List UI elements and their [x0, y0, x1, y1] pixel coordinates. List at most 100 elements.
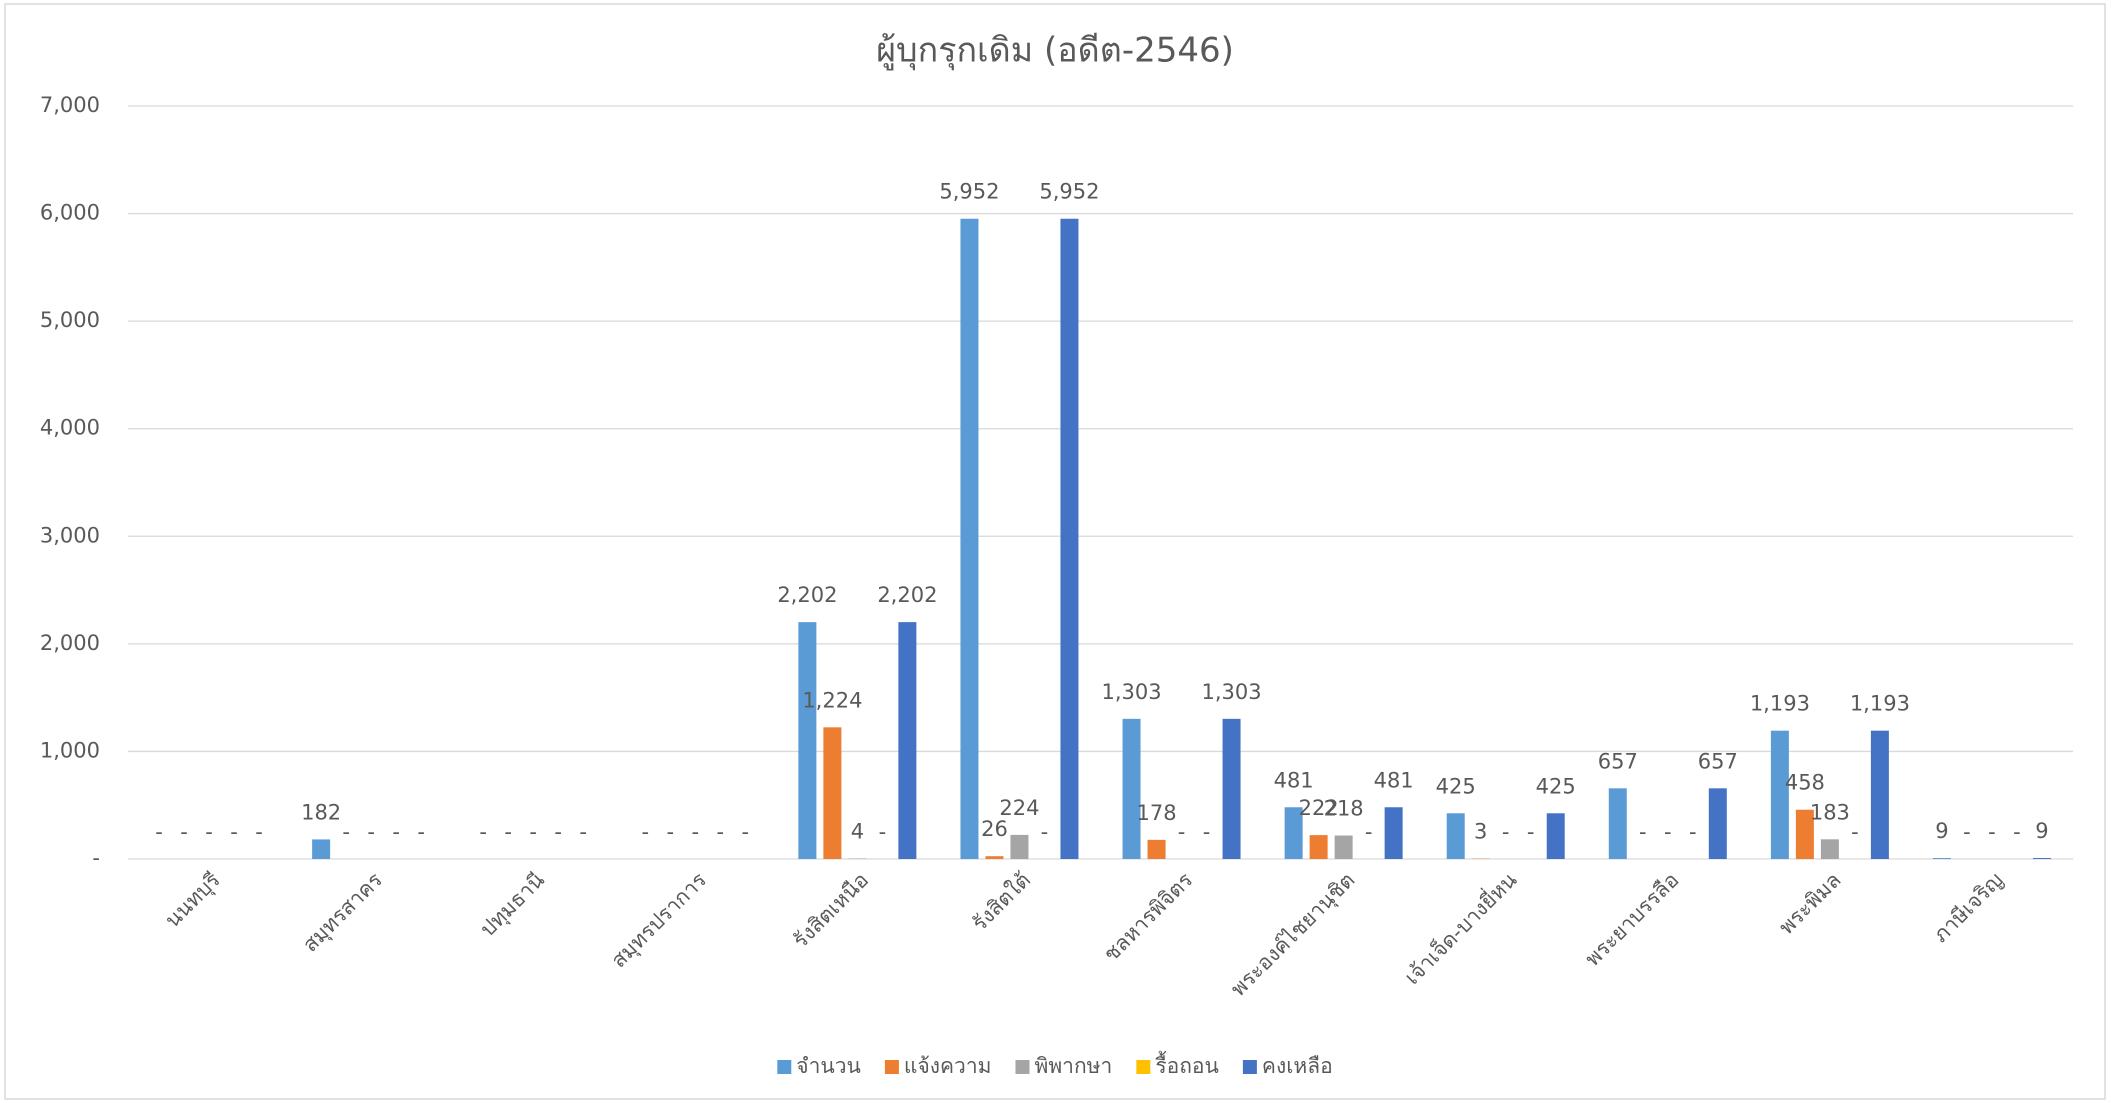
bar: [1222, 718, 1241, 859]
chart-border: [4, 3, 2106, 1100]
data-label: 5,952: [1039, 180, 1099, 204]
legend-label: แจ้งความ: [904, 1054, 992, 1078]
legend-item: แจ้งความ: [884, 1054, 992, 1078]
data-label: -: [1639, 820, 1647, 844]
bar: [1546, 813, 1565, 859]
legend-swatch: [1015, 1060, 1030, 1074]
data-label: -: [1041, 820, 1049, 844]
bar: [1147, 839, 1166, 859]
data-label: 657: [1698, 749, 1738, 773]
legend-swatch: [1242, 1060, 1257, 1074]
y-tick-label: 6,000: [40, 201, 100, 225]
data-label: -: [1988, 820, 1996, 844]
data-label: -: [504, 820, 512, 844]
bar: [1309, 835, 1328, 859]
data-label: 9: [1935, 819, 1948, 843]
data-label: 481: [1274, 768, 1314, 792]
bar: [1870, 730, 1889, 859]
data-label: 425: [1436, 774, 1476, 798]
data-label: 182: [301, 800, 341, 824]
data-label: -: [1963, 820, 1971, 844]
data-label: -: [1502, 820, 1510, 844]
bar: [1770, 730, 1789, 859]
bar: [1820, 839, 1839, 859]
data-label: 1,224: [802, 688, 862, 712]
data-label: 1,193: [1750, 692, 1810, 716]
data-label: 3: [1474, 820, 1487, 844]
data-label: -: [417, 820, 425, 844]
data-label: -: [742, 820, 750, 844]
bar: [1010, 834, 1029, 859]
chart-title: ผู้บุกรุกเดิม (อดีต-2546): [876, 31, 1234, 71]
bar: [1795, 809, 1814, 859]
data-label: 218: [1324, 797, 1364, 821]
legend-item: จำนวน: [777, 1054, 861, 1078]
data-label: 26: [981, 817, 1008, 841]
bar: [985, 856, 1004, 859]
bar: [1334, 835, 1353, 859]
data-label: -: [1203, 820, 1211, 844]
data-label: -: [1851, 820, 1859, 844]
bar: [1060, 218, 1079, 859]
bar: [898, 622, 917, 859]
data-label: -: [205, 820, 213, 844]
data-label: 224: [999, 796, 1039, 820]
data-label: -: [529, 820, 537, 844]
bar: [1384, 807, 1403, 859]
data-label: -: [692, 820, 700, 844]
y-tick-label: 1,000: [40, 738, 100, 762]
data-label: 657: [1598, 749, 1638, 773]
y-tick-label: 3,000: [40, 523, 100, 547]
legend-swatch: [884, 1060, 899, 1074]
data-label: -: [579, 820, 587, 844]
data-label: 1,193: [1850, 692, 1910, 716]
data-label: 1,303: [1101, 680, 1161, 704]
data-label: -: [155, 820, 163, 844]
legend-label: พิพากษา: [1034, 1054, 1112, 1078]
data-label: -: [2013, 820, 2021, 844]
bar: [960, 218, 979, 859]
data-label: 183: [1810, 800, 1850, 824]
legend-label: คงเหลือ: [1262, 1054, 1333, 1078]
y-tick-label: 5,000: [40, 308, 100, 332]
bar: [1608, 788, 1627, 859]
legend-swatch: [777, 1060, 792, 1074]
data-label: 222: [1299, 796, 1339, 820]
data-label: -: [367, 820, 375, 844]
data-label: -: [1365, 820, 1373, 844]
data-label: -: [479, 820, 487, 844]
data-label: 178: [1136, 801, 1176, 825]
legend-item: คงเหลือ: [1242, 1054, 1333, 1078]
data-label: 2,202: [877, 583, 937, 607]
data-label: -: [554, 820, 562, 844]
bar: [1122, 718, 1141, 859]
legend-item: พิพากษา: [1015, 1054, 1112, 1078]
legend-label: จำนวน: [796, 1054, 861, 1078]
y-tick-label: 7,000: [40, 93, 100, 117]
data-label: -: [1178, 820, 1186, 844]
bar: [798, 622, 817, 859]
data-label: -: [1689, 820, 1697, 844]
data-label: -: [342, 820, 350, 844]
data-label: -: [1664, 820, 1672, 844]
bar: [823, 727, 842, 859]
bar: [1284, 807, 1303, 859]
legend-label: รื้อถอน: [1155, 1051, 1219, 1078]
y-tick-label: 2,000: [40, 631, 100, 655]
data-label: 2,202: [777, 583, 837, 607]
legend: จำนวน แจ้งความ พิพากษา รื้อถอน คงเหลือ: [777, 1051, 1333, 1078]
y-tick-label: 4,000: [40, 416, 100, 440]
data-label: -: [392, 820, 400, 844]
data-label: -: [667, 820, 675, 844]
y-tick-label: -: [92, 846, 100, 870]
data-label: 425: [1536, 774, 1576, 798]
data-label: 9: [2035, 819, 2048, 843]
legend-item: รื้อถอน: [1136, 1051, 1219, 1078]
data-label: 5,952: [939, 180, 999, 204]
data-label: 458: [1785, 771, 1825, 795]
bar: [2032, 858, 2051, 859]
data-label: -: [180, 820, 188, 844]
data-label: 1,303: [1201, 680, 1261, 704]
data-label: -: [230, 820, 238, 844]
